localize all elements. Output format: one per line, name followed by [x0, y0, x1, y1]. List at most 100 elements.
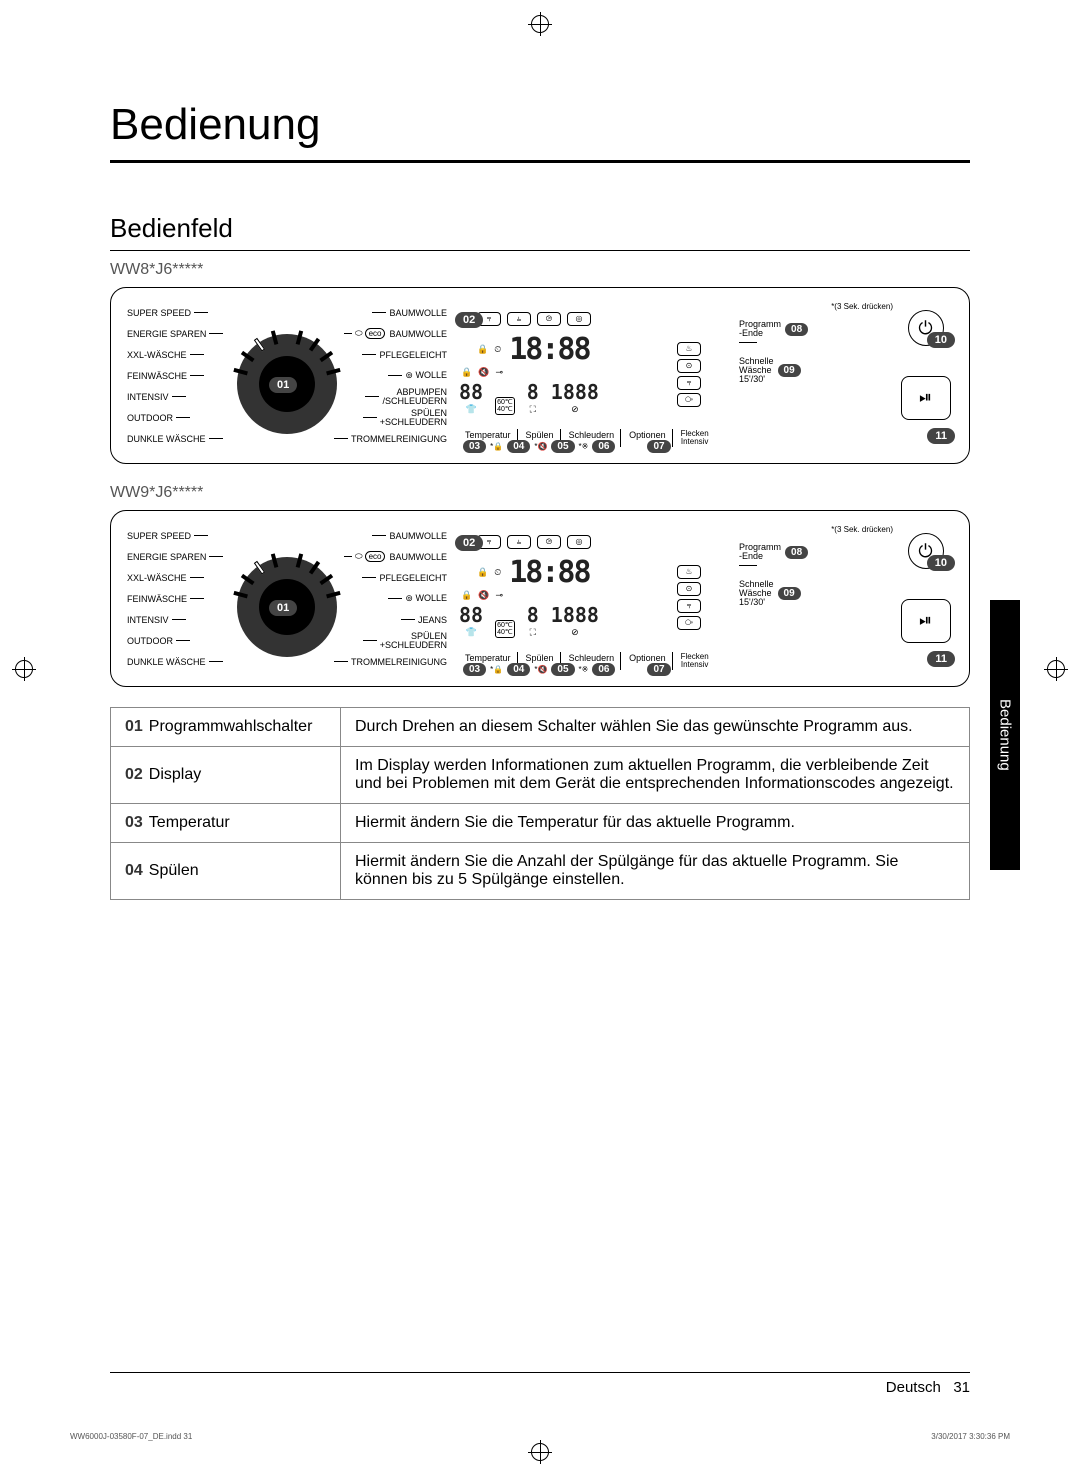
schnelle-label: Schnelle Wäsche 15'/30': [739, 357, 774, 384]
start-pause-button[interactable]: ⏯: [901, 599, 951, 643]
temp-display: 88: [459, 380, 483, 404]
end-icon: ◎: [567, 535, 591, 549]
badge-11: 11: [927, 651, 955, 667]
dial-right-label: BAUMWOLLE: [389, 329, 447, 339]
dial-right-label: TROMMELREINIGUNG: [351, 434, 447, 444]
dial-right-label: BAUMWOLLE: [389, 531, 447, 541]
mute-icon: 🔇: [478, 367, 489, 378]
badge-02: 02: [455, 312, 483, 328]
badge-03: 03: [463, 663, 486, 676]
spin-display: 1888: [551, 603, 599, 627]
c60-label: 60℃: [497, 622, 513, 629]
spin-icon: ⧁: [537, 312, 561, 326]
opt-icon: ♨: [677, 565, 701, 579]
dial-right-label: ABPUMPEN /SCHLEUDERN: [382, 388, 447, 406]
end-icon: ◎: [567, 312, 591, 326]
opt-icon: ⊙: [677, 359, 701, 373]
start-pause-button[interactable]: ⏯: [901, 376, 951, 420]
model-label-b: WW9*J6*****: [110, 484, 970, 502]
dial-left-label: XXL-WÄSCHE: [127, 573, 187, 583]
badge-11: 11: [927, 428, 955, 444]
side-labels: Programm -Ende08 Schnelle Wäsche 15'/30'…: [739, 320, 808, 388]
dial-left-label: FEINWÄSCHE: [127, 594, 187, 604]
lcd-display: ⫧ ⫨ ⧁ ◎ 🔒⏲ 18:88 🔒🔇⊸ 88 👕 60℃ 40℃: [459, 312, 734, 427]
dial-left-label: ENERGIE SPAREN: [127, 329, 206, 339]
dial-right-label: BAUMWOLLE: [389, 308, 447, 318]
registration-mark-right: [1047, 660, 1065, 678]
row-desc: Hiermit ändern Sie die Temperatur für da…: [341, 804, 970, 843]
badge-04: 04: [507, 440, 530, 453]
prog-ende-label: Programm -Ende: [739, 543, 781, 561]
badge-08: 08: [785, 546, 808, 559]
dial-right-label: WOLLE: [415, 370, 447, 380]
prog-ende-label: Programm -Ende: [739, 320, 781, 338]
play-pause-icon: ⏯: [919, 389, 932, 407]
dial-right-label: PFLEGELEICHT: [379, 573, 447, 583]
row-num: 02: [125, 766, 143, 783]
eco-icon: eco: [365, 551, 386, 562]
badge-09: 09: [778, 587, 801, 600]
nospin-icon: ⊘: [571, 627, 579, 638]
print-file: WW6000J-03580F-07_DE.indd 31: [70, 1432, 192, 1441]
table-row: 01Programmwahlschalter Durch Drehen an d…: [111, 708, 970, 747]
time-display: 18:88: [509, 555, 589, 590]
dial-left-label: DUNKLE WÄSCHE: [127, 657, 206, 667]
badge-07: 07: [647, 663, 670, 676]
row-num: 01: [125, 718, 143, 735]
dial-right-label: WOLLE: [415, 593, 447, 603]
opt-icon: ⧂: [677, 393, 701, 407]
flecken-button[interactable]: Flecken Intensiv: [675, 652, 715, 670]
row-name: Temperatur: [149, 814, 230, 831]
flecken-button[interactable]: Flecken Intensiv: [675, 429, 715, 447]
badge-05: 05: [551, 440, 574, 453]
control-panel-a: 01 SUPER SPEEDBAUMWOLLE ENERGIE SPAREN⬭e…: [110, 287, 970, 464]
dial-left-label: OUTDOOR: [127, 636, 173, 646]
opt-icon: ⫧: [677, 599, 701, 613]
row-name: Display: [149, 766, 201, 783]
c60-label: 60℃: [497, 399, 513, 406]
badge-07: 07: [647, 440, 670, 453]
print-date: 3/30/2017 3:30:36 PM: [931, 1432, 1010, 1441]
dial-left-label: SUPER SPEED: [127, 531, 191, 541]
rinse-icon: ⫨: [507, 535, 531, 549]
badge-03: 03: [463, 440, 486, 453]
childlock-icon: 🔒: [461, 367, 472, 378]
c40-label: 40℃: [497, 629, 513, 636]
dial-left-label: XXL-WÄSCHE: [127, 350, 187, 360]
shirt-icon: 👕: [465, 404, 476, 415]
side-labels: Programm -Ende08 Schnelle Wäsche 15'/30'…: [739, 543, 808, 611]
timer-icon: ⏲: [494, 567, 501, 578]
section-side-tab: Bedienung: [990, 600, 1020, 870]
registration-mark-bottom: [531, 1443, 549, 1461]
badge-01: 01: [269, 600, 297, 616]
opt-icon: ⧂: [677, 616, 701, 630]
opt-icon: ♨: [677, 342, 701, 356]
description-table: 01Programmwahlschalter Durch Drehen an d…: [110, 707, 970, 900]
opt-icon: ⫧: [677, 376, 701, 390]
badge-01: 01: [269, 377, 297, 393]
display-area: *(3 Sek. drücken) 02 ⫧ ⫨ ⧁ ◎ 🔒⏲ 18:88 🔒🔇…: [459, 525, 953, 672]
control-panel-b: 01 SUPER SPEEDBAUMWOLLE ENERGIE SPAREN⬭e…: [110, 510, 970, 687]
table-row: 03Temperatur Hiermit ändern Sie die Temp…: [111, 804, 970, 843]
lock-icon: 🔒: [477, 344, 488, 355]
model-label-a: WW8*J6*****: [110, 261, 970, 279]
dial-right-label: SPÜLEN +SCHLEUDERN: [380, 632, 447, 650]
bucket-icon: ⛶: [530, 627, 536, 638]
table-row: 02 Display Im Display werden Informatione…: [111, 747, 970, 804]
badge-10: 10: [927, 332, 955, 348]
dial-left-label: SUPER SPEED: [127, 308, 191, 318]
section-heading: Bedienfeld: [110, 213, 970, 251]
row-name: Programmwahlschalter: [149, 718, 313, 735]
row-num: 04: [125, 862, 143, 879]
dial-left-label: INTENSIV: [127, 615, 169, 625]
key-icon: ⊸: [495, 590, 503, 601]
row-desc: Im Display werden Informationen zum aktu…: [341, 747, 970, 804]
dial-right-label: JEANS: [418, 615, 447, 625]
page-title: Bedienung: [110, 100, 970, 163]
table-row: 04Spülen Hiermit ändern Sie die Anzahl d…: [111, 843, 970, 900]
dial-left-label: FEINWÄSCHE: [127, 371, 187, 381]
spin-icon: ⧁: [537, 535, 561, 549]
hold-hint: *(3 Sek. drücken): [831, 302, 893, 311]
page-footer: Deutsch 31: [110, 1372, 970, 1396]
badge-06: 06: [592, 440, 615, 453]
